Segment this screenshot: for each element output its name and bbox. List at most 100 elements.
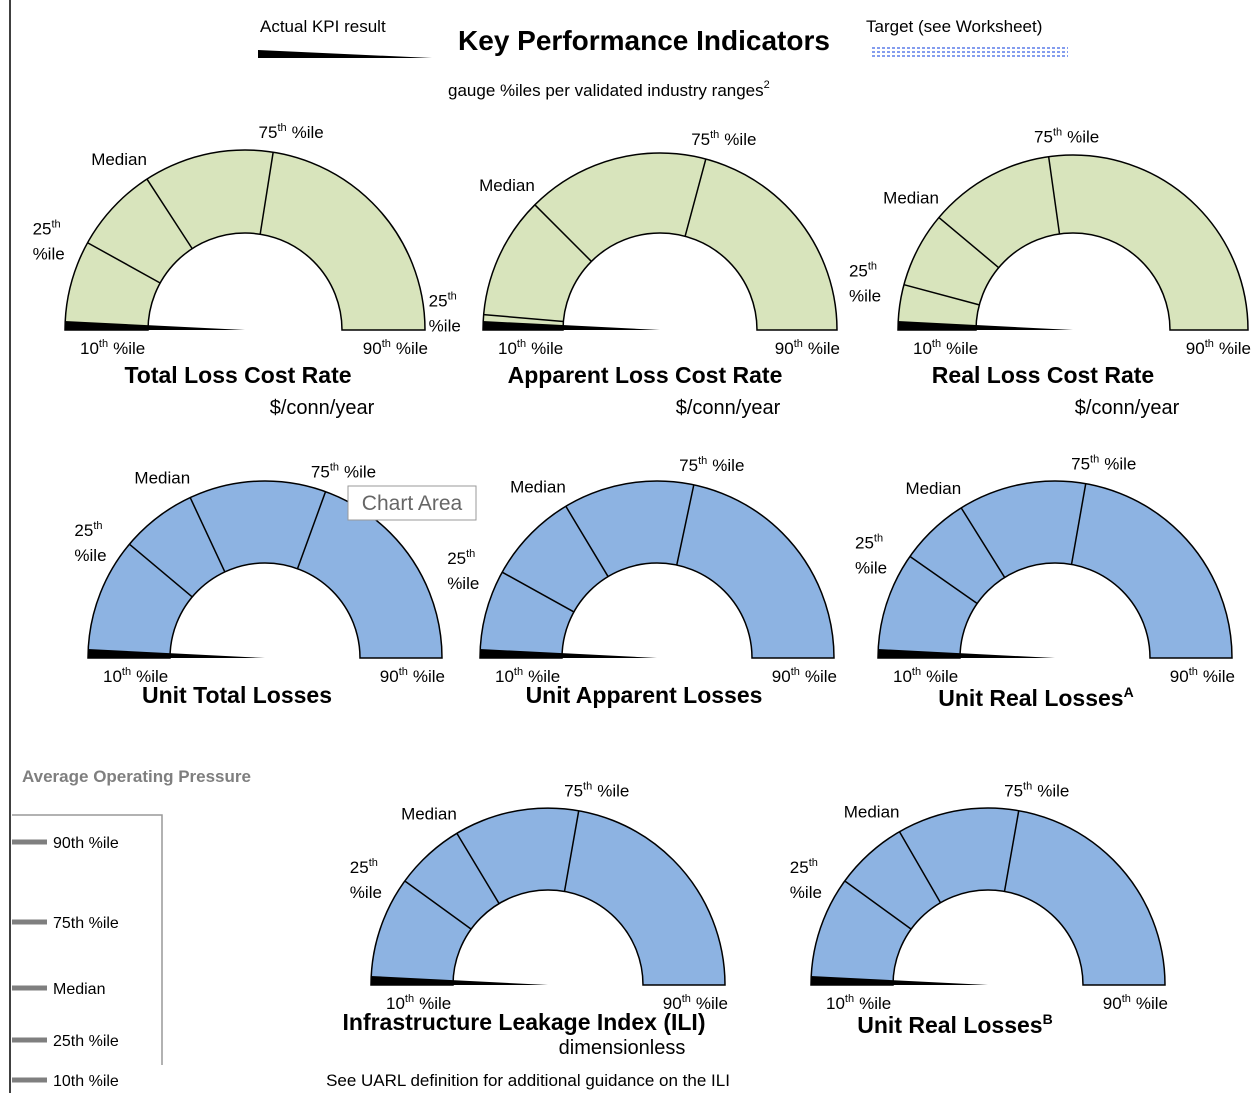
gauge-needle	[371, 976, 548, 985]
label-90th-num: 90	[380, 667, 399, 686]
label-median: Median	[844, 803, 900, 822]
pressure-level: 90th %ile	[53, 835, 119, 852]
gauge-needle	[88, 649, 265, 658]
gauge-boundary	[844, 880, 912, 930]
label-90th: 90th %ile	[1170, 666, 1235, 686]
label-25th: 25th	[74, 520, 102, 540]
label-25th-num: 25	[849, 262, 868, 281]
gauge-boundary	[563, 810, 580, 892]
gauge-boundary	[1003, 810, 1020, 892]
label-25th-num: 25	[855, 533, 874, 552]
label-25th-num: 25	[74, 521, 93, 540]
label-10th-num: 10	[913, 339, 932, 358]
label-90th-num: 90	[772, 667, 791, 686]
gauge-needle	[65, 321, 245, 330]
gauge-title: Total Loss Cost Rate	[124, 362, 351, 388]
label-25th-text: %ile	[447, 574, 479, 593]
label-90th: 90th %ile	[772, 666, 837, 686]
gauge-needle	[483, 321, 660, 330]
label-90th-num: 90	[663, 994, 682, 1013]
legend-actual-swatch	[258, 50, 432, 58]
gauge-boundary	[296, 491, 327, 569]
gauge-title-text: Unit Real Losses	[857, 1012, 1042, 1038]
label-90th-text: %ile	[805, 667, 837, 686]
gauge-arc	[87, 480, 443, 659]
label-75th-text: %ile	[1037, 782, 1069, 801]
label-90th: 90th %ile	[363, 338, 428, 358]
pressure-level: 75th %ile	[53, 915, 119, 932]
label-10th-sup: th	[122, 666, 131, 678]
pressure-tick	[12, 919, 47, 925]
gauge-boundary	[456, 832, 500, 904]
label-90th-text: %ile	[1203, 667, 1235, 686]
gauge-arc	[897, 154, 1249, 331]
label-90th-sup: th	[1205, 338, 1214, 350]
label-10th-num: 10	[826, 994, 845, 1013]
label-75th-num: 75	[691, 130, 710, 149]
label-90th-text: %ile	[808, 339, 840, 358]
gauge-boundary	[259, 152, 274, 235]
label-90th-text: %ile	[413, 667, 445, 686]
gauge-needle	[811, 976, 988, 985]
gauge-needle	[898, 321, 1073, 330]
label-25th-sup: th	[868, 261, 877, 273]
gauge-title-text: Unit Real Losses	[938, 685, 1123, 711]
label-10th-text: %ile	[528, 667, 560, 686]
label-75th-num: 75	[1034, 128, 1053, 147]
gauge-boundary	[684, 158, 707, 237]
label-10th-sup: th	[912, 666, 921, 678]
label-10th: 10th %ile	[495, 666, 560, 686]
gauge-unit: $/conn/year	[270, 397, 375, 419]
gauge-unit: dimensionless	[559, 1037, 686, 1059]
label-75th-num: 75	[564, 782, 583, 801]
label-10th: 10th %ile	[826, 993, 891, 1013]
pressure-title: Average Operating Pressure	[22, 767, 251, 786]
label-90th-text: %ile	[396, 339, 428, 358]
gauge-title-text: Unit Total Losses	[142, 682, 332, 708]
label-25th-text: %ile	[849, 287, 881, 306]
label-25th-sup: th	[51, 219, 60, 231]
gauge-boundary	[1047, 156, 1061, 235]
label-90th-num: 90	[1186, 339, 1205, 358]
label-90th-sup: th	[682, 993, 691, 1005]
label-10th-num: 10	[103, 667, 122, 686]
label-10th-num: 10	[498, 339, 517, 358]
label-10th: 10th %ile	[498, 338, 563, 358]
label-75th: 75th %ile	[259, 122, 324, 142]
gauge-title-text: Infrastructure Leakage Index (ILI)	[343, 1009, 706, 1035]
label-90th-text: %ile	[1219, 339, 1251, 358]
gauge-title-note: B	[1043, 1011, 1053, 1027]
label-10th: 10th %ile	[103, 666, 168, 686]
gauge-needle	[480, 649, 657, 658]
label-25th: 25th	[447, 548, 475, 568]
label-25th: 25th	[350, 857, 378, 877]
label-25th-sup: th	[809, 857, 818, 869]
label-25th-sup: th	[369, 857, 378, 869]
label-75th-sup: th	[710, 129, 719, 141]
label-25th-text: %ile	[855, 558, 887, 577]
gauge-boundary	[501, 571, 575, 613]
label-90th-sup: th	[794, 338, 803, 350]
label-median: Median	[91, 150, 147, 169]
label-75th: 75th %ile	[1071, 454, 1136, 474]
label-25th-num: 25	[790, 858, 809, 877]
label-25th: 25th	[790, 857, 818, 877]
label-90th-sup: th	[1189, 666, 1198, 678]
gauge-title: Unit Real LossesB	[857, 1011, 1052, 1038]
label-90th-num: 90	[775, 339, 794, 358]
label-90th-sup: th	[1122, 993, 1131, 1005]
gauge-title: Real Loss Cost Rate	[932, 362, 1154, 388]
label-10th: 10th %ile	[80, 338, 145, 358]
label-25th-sup: th	[93, 520, 102, 532]
gauge-unit: $/conn/year	[676, 397, 781, 419]
gauge-arc	[479, 480, 835, 659]
label-90th: 90th %ile	[1186, 338, 1251, 358]
label-90th-num: 90	[1103, 994, 1122, 1013]
label-10th-text: %ile	[926, 667, 958, 686]
label-25th-text: %ile	[429, 317, 461, 336]
label-10th-text: %ile	[531, 339, 563, 358]
label-25th-num: 25	[33, 220, 52, 239]
label-25th-text: %ile	[74, 546, 106, 565]
label-25th-sup: th	[466, 548, 475, 560]
label-25th-text: %ile	[790, 883, 822, 902]
